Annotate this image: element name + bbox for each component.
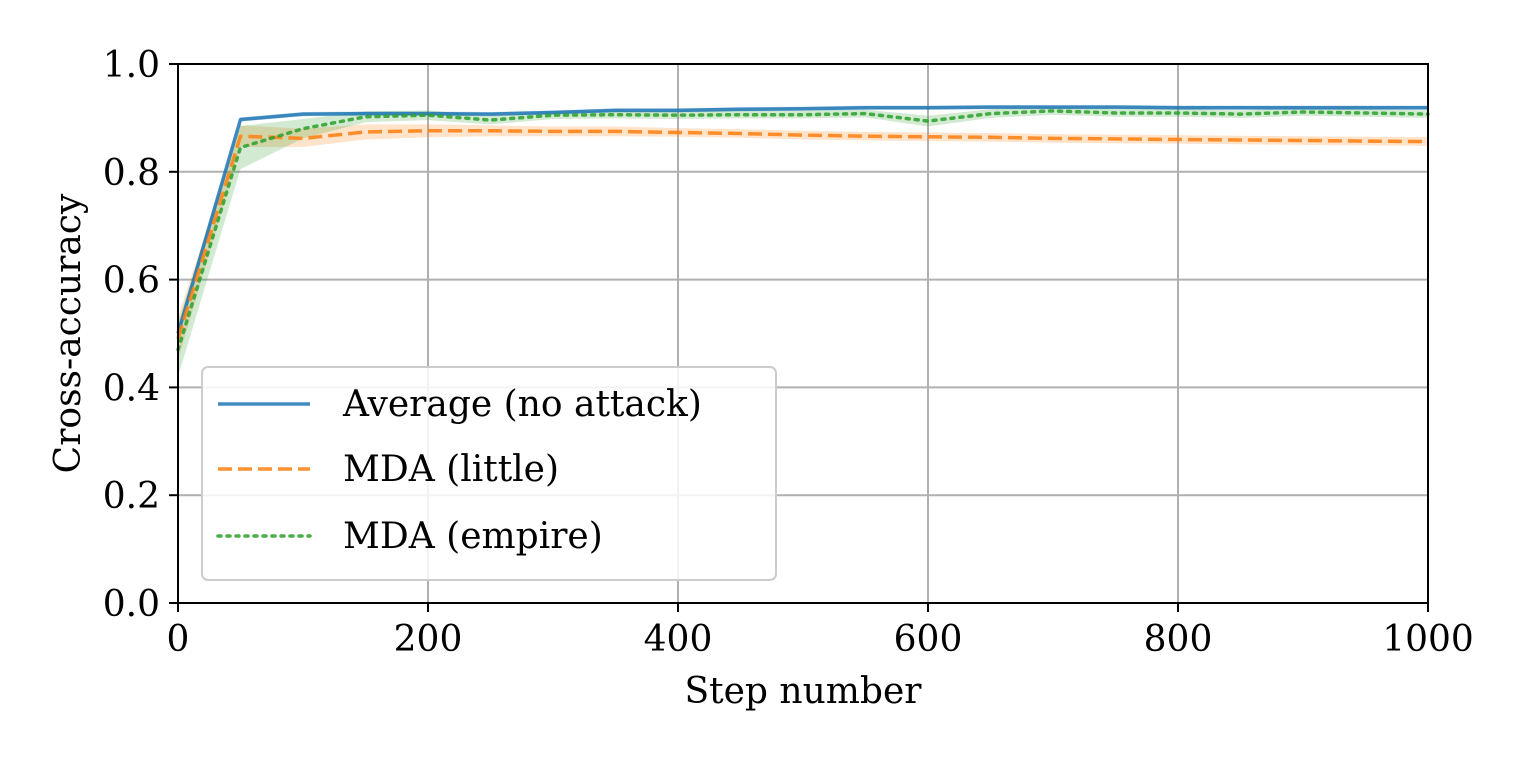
- confidence-bands: [178, 105, 1428, 377]
- x-tick-label-0: 0: [167, 619, 190, 660]
- x-tick-label-2: 400: [644, 619, 713, 660]
- axis-ticks: 0 200 400 600 800 1000 0.0 0.2 0.4 0.6 0.8 1.0: [103, 45, 1474, 660]
- series-lines: [176, 105, 1430, 352]
- legend-label-2: MDA (empire): [343, 516, 603, 557]
- legend: Average (no attack) MDA (little) MDA (empi…: [201, 366, 777, 581]
- band-series-2: [178, 107, 1428, 377]
- y-tick-label-3: 0.6: [103, 261, 160, 302]
- x-tick-label-5: 1000: [1382, 619, 1474, 660]
- line-series-0: [176, 105, 1428, 334]
- y-tick-label-1: 0.2: [103, 476, 160, 517]
- legend-box: [201, 366, 777, 581]
- legend-label-1: MDA (little): [343, 449, 559, 490]
- y-tick-label-0: 0.0: [103, 584, 160, 625]
- plot-frame: [177, 63, 1429, 604]
- x-tick-label-4: 800: [1144, 619, 1213, 660]
- y-tick-label-2: 0.4: [103, 368, 160, 409]
- line-series-1: [176, 129, 1429, 340]
- y-axis-label: Cross-accuracy: [48, 193, 89, 473]
- x-axis-label: Step number: [685, 671, 923, 712]
- band-series-1: [178, 124, 1428, 361]
- y-tick-label-5: 1.0: [103, 45, 160, 86]
- legend-label-0: Average (no attack): [342, 384, 702, 425]
- x-tick-label-3: 600: [894, 619, 963, 660]
- x-tick-label-1: 200: [394, 619, 463, 660]
- y-tick-label-4: 0.8: [103, 153, 160, 194]
- line-series-2: [176, 109, 1430, 352]
